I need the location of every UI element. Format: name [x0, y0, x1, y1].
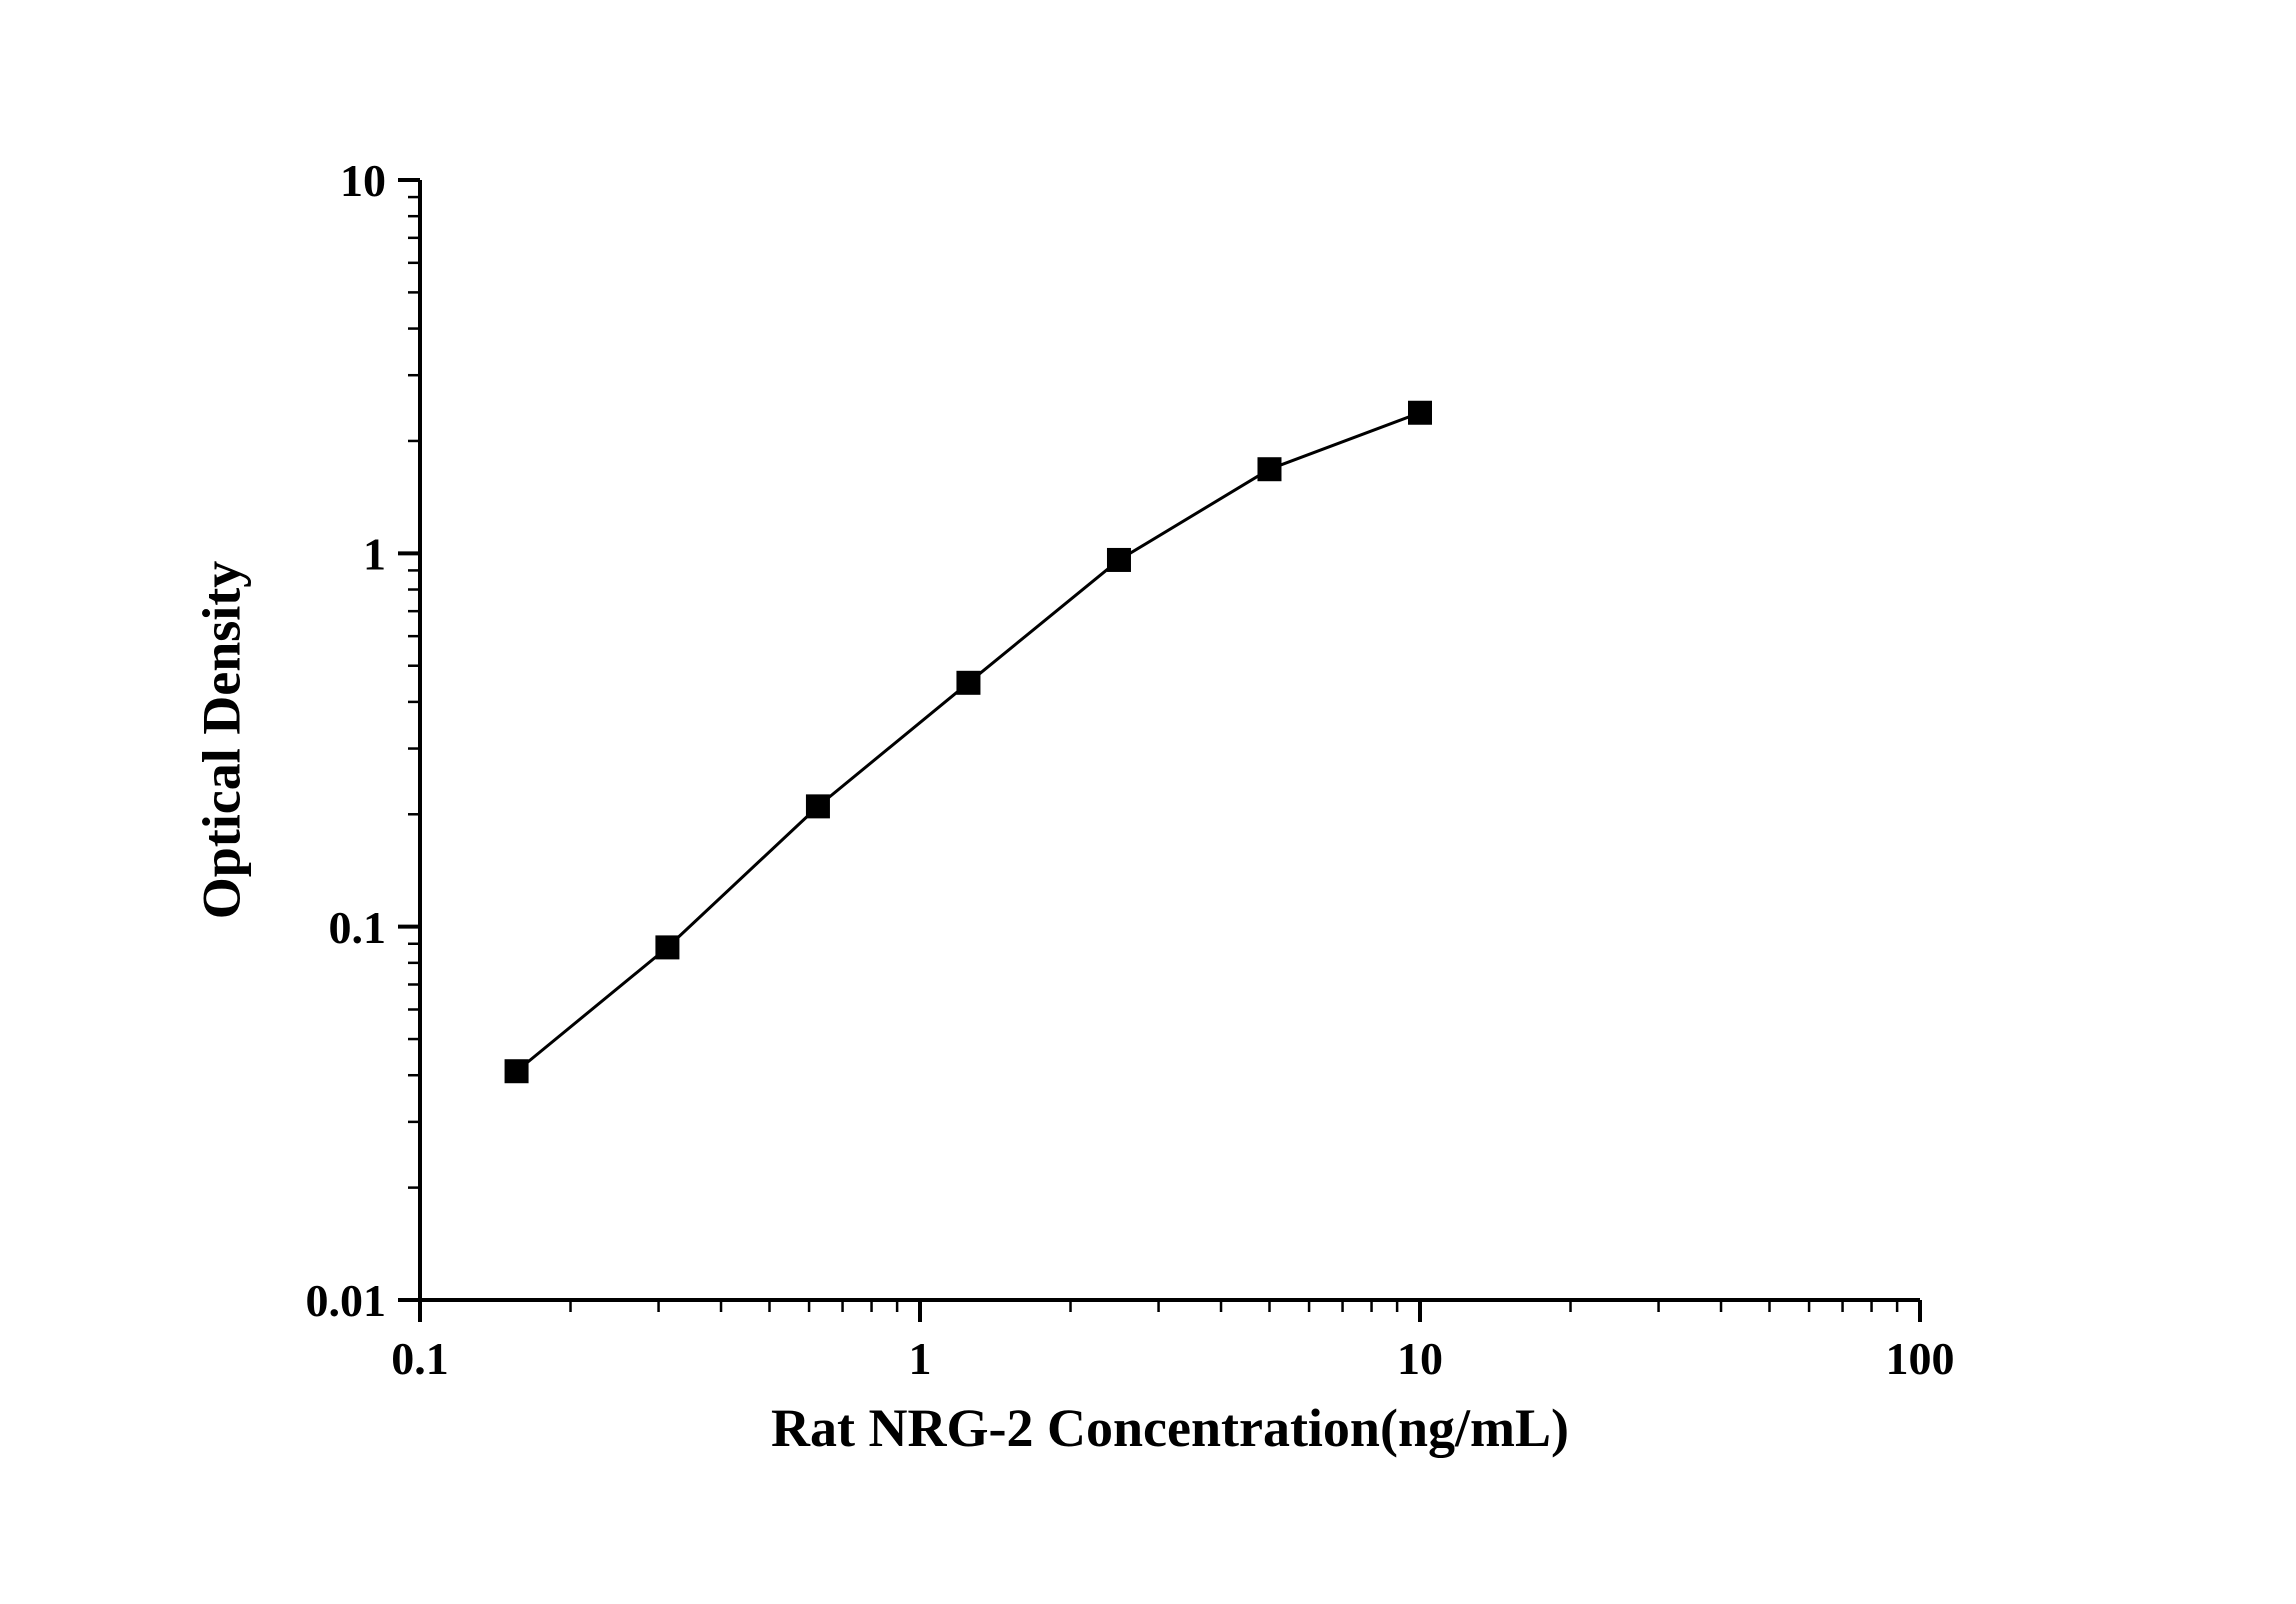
x-axis-label: Rat NRG-2 Concentration(ng/mL)	[771, 1398, 1569, 1458]
chart-svg: 0.1 1 10 100 Rat NRG-2 Concentration(ng/mL) 0…	[0, 0, 2296, 1604]
x-tick-label: 100	[1886, 1333, 1955, 1384]
x-tick-label: 0.1	[391, 1333, 449, 1384]
series-marker	[1408, 401, 1432, 425]
y-tick-label: 0.01	[306, 1275, 387, 1326]
series-marker	[806, 794, 830, 818]
series-marker	[505, 1059, 529, 1083]
series-marker	[956, 671, 980, 695]
y-tick-label: 10	[340, 155, 386, 206]
series-marker	[1107, 548, 1131, 572]
y-tick-label: 1	[363, 528, 386, 579]
x-tick-label: 1	[909, 1333, 932, 1384]
chart-container: 0.1 1 10 100 Rat NRG-2 Concentration(ng/mL) 0…	[0, 0, 2296, 1604]
y-axis-label: Optical Density	[192, 561, 252, 920]
series-marker	[655, 935, 679, 959]
y-tick-label: 0.1	[329, 902, 387, 953]
series-marker	[1257, 457, 1281, 481]
x-tick-label: 10	[1397, 1333, 1443, 1384]
